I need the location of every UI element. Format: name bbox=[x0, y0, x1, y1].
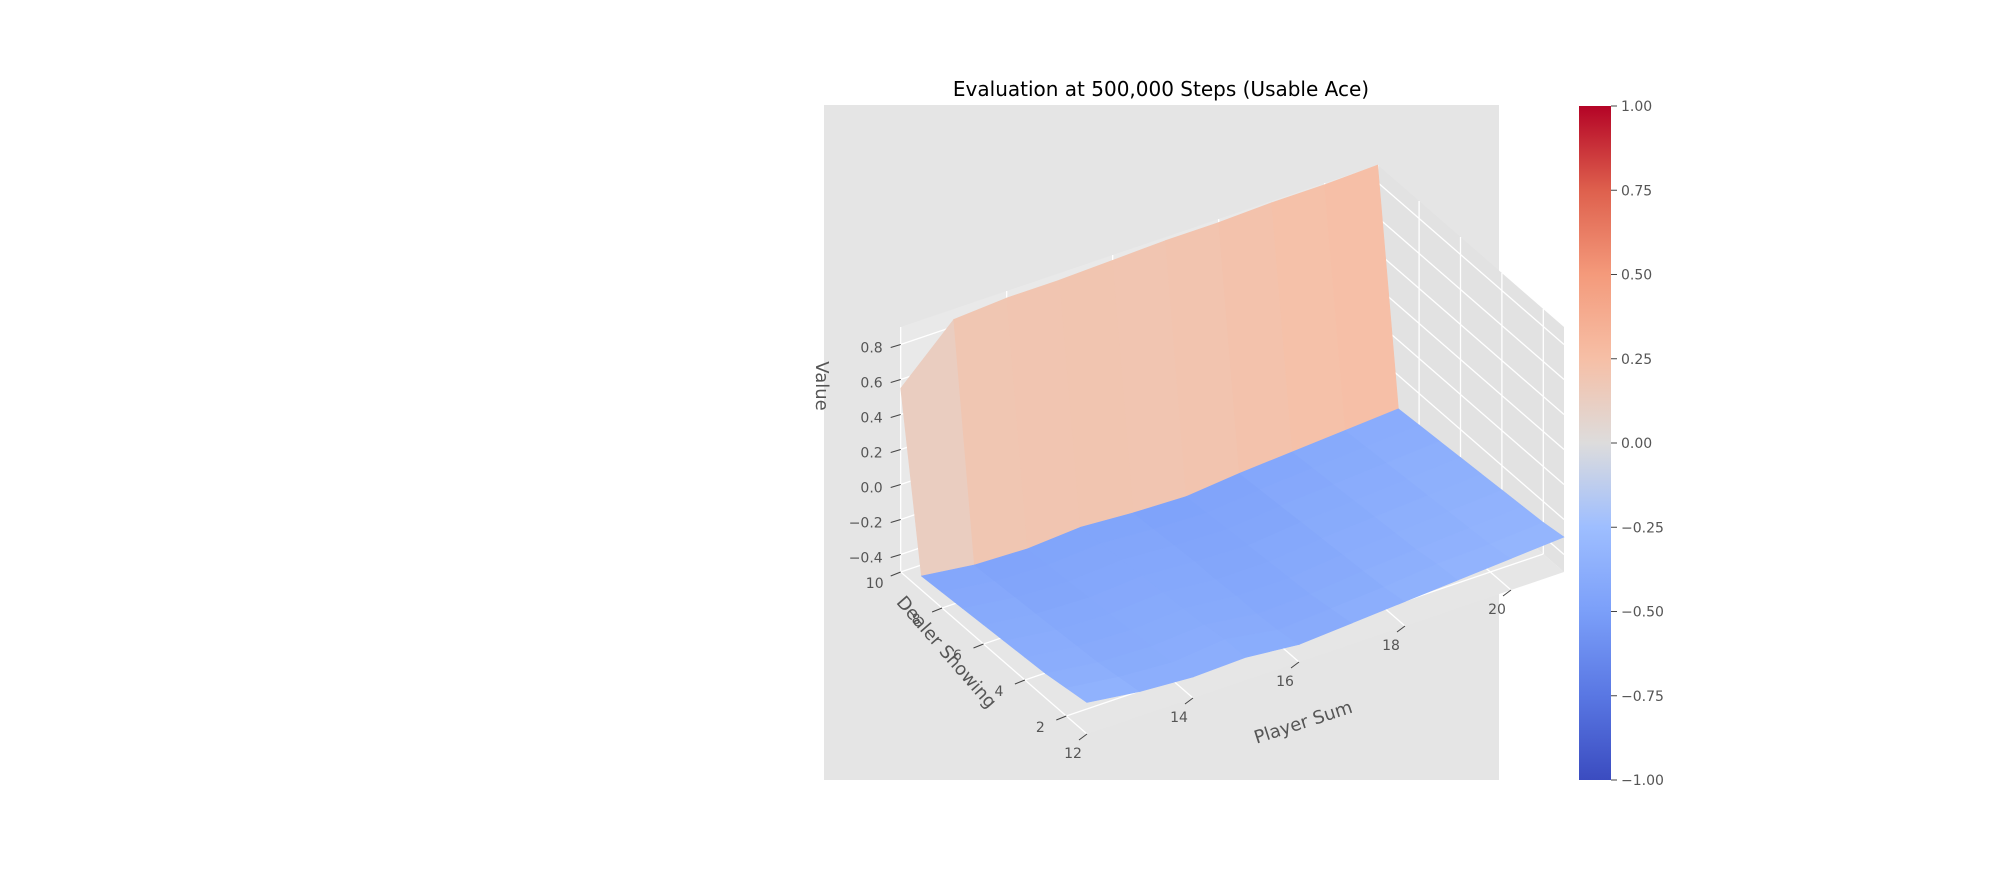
z-tick bbox=[890, 379, 901, 383]
y-tick-label: 6 bbox=[953, 648, 962, 664]
x-tick-label: 14 bbox=[1170, 710, 1188, 726]
y-tick bbox=[1056, 715, 1067, 721]
colorbar-tick-label: 0.75 bbox=[1621, 183, 1652, 199]
z-axis-label: Value bbox=[811, 361, 832, 410]
gridline bbox=[1377, 182, 1565, 345]
axis-ticks: 12 14 16 18 20 2 4 6 8 10 −0.4 −0.2 0.0 0.2 0.4 0.6 0.8 bbox=[849, 341, 1512, 762]
z-tick bbox=[890, 344, 901, 348]
colorbar-tick-label: −1.00 bbox=[1621, 773, 1664, 789]
gridline bbox=[1377, 322, 1565, 485]
x-tick bbox=[1078, 733, 1088, 741]
colorbar-tick-label: 0.25 bbox=[1621, 352, 1652, 368]
value-surface bbox=[900, 164, 1565, 703]
z-tick-label: 0.6 bbox=[860, 376, 882, 392]
y-tick-label: 8 bbox=[912, 612, 921, 628]
colorbar-tick-label: −0.75 bbox=[1621, 689, 1664, 705]
x-tick-label: 20 bbox=[1488, 602, 1506, 618]
gridline bbox=[1377, 217, 1565, 380]
colorbar-tick-label: −0.25 bbox=[1621, 520, 1664, 536]
z-tick bbox=[890, 449, 901, 453]
x-tick bbox=[1502, 589, 1512, 597]
z-tick bbox=[890, 554, 901, 558]
y-tick-label: 10 bbox=[866, 576, 884, 592]
gridline bbox=[1377, 287, 1565, 450]
z-tick-label: 0.2 bbox=[860, 446, 882, 462]
z-tick bbox=[890, 414, 901, 418]
colorbar-tick-label: 0.50 bbox=[1621, 268, 1652, 284]
z-tick bbox=[890, 484, 901, 488]
y-tick-label: 2 bbox=[1036, 720, 1045, 736]
x-tick-label: 16 bbox=[1276, 674, 1294, 690]
y-tick bbox=[1014, 679, 1026, 685]
colorbar-tick-label: 1.00 bbox=[1621, 99, 1652, 115]
gridline bbox=[900, 571, 1088, 735]
y-tick bbox=[890, 571, 901, 577]
colorbar bbox=[1579, 106, 1611, 780]
y-tick bbox=[973, 643, 984, 649]
z-tick-label: −0.4 bbox=[849, 551, 883, 567]
x-tick-label: 12 bbox=[1064, 746, 1082, 762]
gridline bbox=[1377, 357, 1565, 520]
x-tick bbox=[1290, 661, 1300, 669]
z-tick-label: 0.4 bbox=[860, 411, 882, 427]
colorbar-ticks: −1.00 −0.75 −0.50 −0.25 0.00 0.25 0.50 0.75 1.00 bbox=[1611, 99, 1664, 789]
colorbar-tick-label: −0.50 bbox=[1621, 605, 1664, 621]
colorbar-tick-label: 0.00 bbox=[1621, 436, 1652, 452]
z-tick-label: 0.8 bbox=[860, 341, 882, 357]
x-tick bbox=[1396, 625, 1406, 633]
x-tick bbox=[1184, 697, 1194, 705]
y-tick-label: 4 bbox=[994, 684, 1003, 700]
chart-title: Evaluation at 500,000 Steps (Usable Ace) bbox=[953, 77, 1369, 101]
z-tick-label: 0.0 bbox=[860, 481, 882, 497]
surface-facet bbox=[1489, 522, 1565, 559]
gridline bbox=[1377, 252, 1565, 415]
z-tick bbox=[890, 519, 901, 523]
z-tick-label: −0.2 bbox=[849, 516, 883, 532]
y-tick bbox=[931, 607, 943, 613]
x-tick-label: 18 bbox=[1382, 638, 1400, 654]
